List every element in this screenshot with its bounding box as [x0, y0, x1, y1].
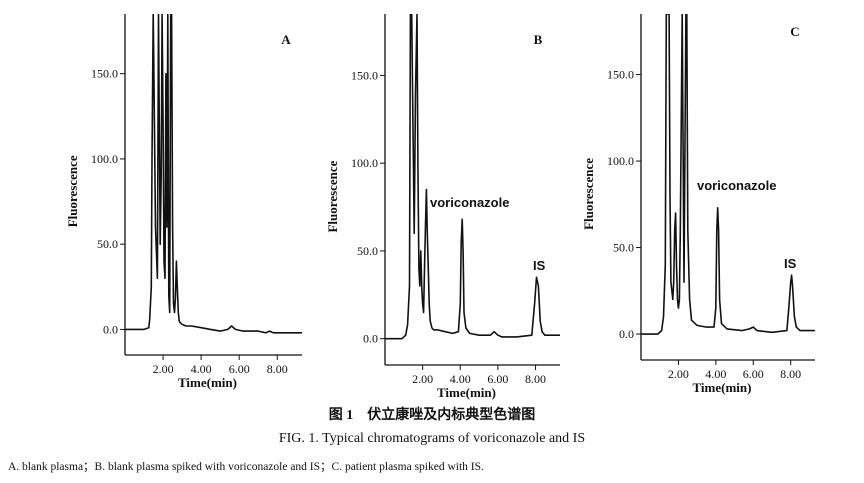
panel-label: C: [790, 24, 799, 39]
chart-panel-c: 0.0 50.0 100.0 150.0 2.00 4.00 6.00 8.00 Time(mi…: [581, 14, 815, 395]
y-tick-label: 0.0: [619, 327, 634, 341]
x-tick-label: 6.00: [229, 362, 250, 376]
y-tick-label: 100.0: [607, 154, 634, 168]
x-tick-label: 8.00: [525, 372, 546, 386]
y-axis-title: Fluorescence: [65, 155, 80, 227]
panel-label: A: [281, 32, 291, 47]
x-tick-label: 6.00: [487, 372, 508, 386]
peak-label-is: IS: [533, 258, 546, 273]
y-tick-label: 50.0: [97, 237, 118, 251]
y-axis-title: Fluorescence: [581, 158, 596, 230]
y-tick-label: 150.0: [607, 68, 634, 82]
x-axis-title: Time(min): [437, 385, 496, 400]
x-tick-label: 6.00: [743, 367, 764, 381]
x-tick-label: 4.00: [705, 367, 726, 381]
y-tick-label: 50.0: [613, 241, 634, 255]
chart-panel-b: 0.0 50.0 100.0 150.0 2.00 4.00 6.00 8.00 Time(mi…: [325, 14, 560, 400]
series-line: [125, 14, 302, 334]
panel-label: B: [534, 32, 543, 47]
y-tick-label: 150.0: [91, 67, 118, 81]
figure-panel-legend: A. blank plasma；B. blank plasma spiked w…: [8, 461, 484, 473]
x-axis-title: Time(min): [693, 380, 752, 395]
x-tick-label: 8.00: [267, 362, 288, 376]
y-tick-label: 150.0: [351, 68, 378, 82]
peak-label-voriconazole: voriconazole: [697, 178, 776, 193]
y-axis-title: Fluorescence: [325, 160, 340, 232]
y-tick-label: 50.0: [357, 244, 378, 258]
peak-label-is: IS: [784, 256, 797, 271]
x-tick-label: 8.00: [780, 367, 801, 381]
x-tick-label: 2.00: [668, 367, 689, 381]
x-tick-label: 2.00: [412, 372, 433, 386]
x-axis-title: Time(min): [178, 375, 237, 390]
x-tick-label: 4.00: [450, 372, 471, 386]
y-tick-label: 100.0: [351, 156, 378, 170]
series-line: [385, 14, 560, 340]
figure-caption-english: FIG. 1. Typical chromatograms of voricon…: [278, 431, 586, 446]
peak-label-voriconazole: voriconazole: [430, 195, 509, 210]
series-line: [641, 14, 815, 335]
chart-panel-a: 0.0 50.0 100.0 150.0 2.00 4.00 6.00 8.00 Time(mi…: [65, 14, 302, 390]
y-tick-label: 100.0: [91, 152, 118, 166]
x-tick-label: 2.00: [153, 362, 174, 376]
y-tick-label: 0.0: [103, 322, 118, 336]
figure-caption-chinese: 图 1 伏立康唑及内标典型色谱图: [328, 408, 536, 423]
x-tick-label: 4.00: [191, 362, 212, 376]
y-tick-label: 0.0: [363, 332, 378, 346]
